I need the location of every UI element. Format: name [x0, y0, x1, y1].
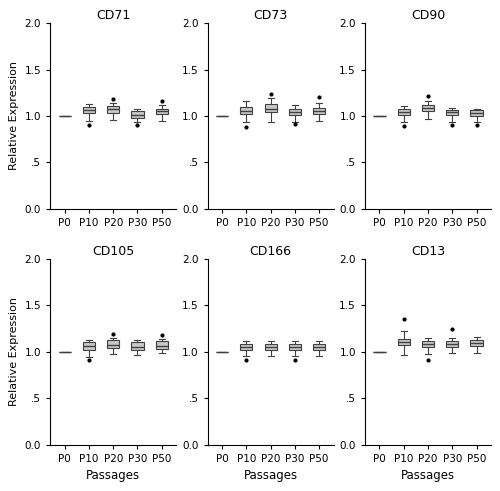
PathPatch shape [156, 109, 168, 114]
PathPatch shape [240, 107, 252, 114]
PathPatch shape [398, 339, 410, 345]
Title: CD13: CD13 [411, 245, 445, 258]
PathPatch shape [313, 344, 325, 350]
PathPatch shape [470, 110, 482, 116]
PathPatch shape [289, 109, 301, 115]
PathPatch shape [156, 341, 168, 349]
PathPatch shape [132, 111, 143, 118]
PathPatch shape [107, 106, 120, 113]
X-axis label: Passages: Passages [86, 469, 141, 482]
PathPatch shape [446, 110, 458, 115]
Title: CD73: CD73 [254, 9, 288, 22]
Y-axis label: Relative Expression: Relative Expression [9, 297, 19, 406]
PathPatch shape [264, 344, 276, 350]
PathPatch shape [446, 341, 458, 347]
X-axis label: Passages: Passages [244, 469, 298, 482]
Title: CD71: CD71 [96, 9, 130, 22]
PathPatch shape [422, 105, 434, 111]
PathPatch shape [83, 107, 95, 113]
Y-axis label: Relative Expression: Relative Expression [9, 61, 19, 170]
PathPatch shape [132, 342, 143, 350]
X-axis label: Passages: Passages [401, 469, 455, 482]
PathPatch shape [313, 108, 325, 114]
Title: CD90: CD90 [411, 9, 445, 22]
PathPatch shape [289, 344, 301, 350]
Title: CD105: CD105 [92, 245, 134, 258]
PathPatch shape [422, 341, 434, 347]
PathPatch shape [470, 340, 482, 346]
PathPatch shape [83, 342, 95, 350]
PathPatch shape [264, 104, 276, 112]
PathPatch shape [107, 340, 120, 348]
PathPatch shape [398, 109, 410, 115]
PathPatch shape [240, 344, 252, 350]
Title: CD166: CD166 [250, 245, 292, 258]
